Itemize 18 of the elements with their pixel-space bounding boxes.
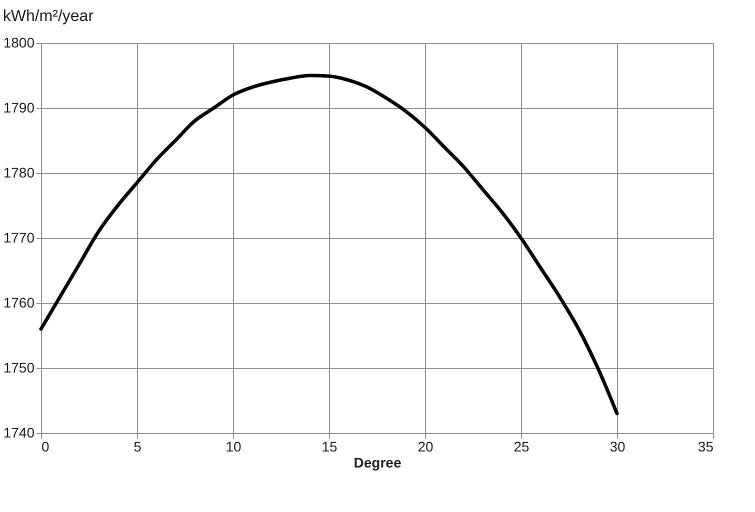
y-tick-label: 1740 bbox=[3, 424, 35, 440]
x-tick-label: 35 bbox=[698, 438, 714, 454]
x-tick-label: 20 bbox=[418, 438, 434, 454]
x-tick-label: 0 bbox=[42, 438, 50, 454]
x-tick-label: 25 bbox=[514, 438, 530, 454]
y-tick-label: 1770 bbox=[3, 230, 35, 246]
y-tick-label: 1780 bbox=[3, 164, 35, 180]
x-tick-label: 15 bbox=[322, 438, 338, 454]
x-tick-label: 10 bbox=[226, 438, 242, 454]
x-tick-label: 5 bbox=[134, 438, 142, 454]
x-tick-label: 30 bbox=[610, 438, 626, 454]
y-tick-label: 1750 bbox=[3, 360, 35, 376]
line-series bbox=[39, 74, 619, 416]
y-tick-label: 1800 bbox=[3, 34, 35, 50]
y-axis-title: kWh/m²/year bbox=[2, 8, 94, 25]
y-tick-label: 1790 bbox=[3, 100, 35, 116]
x-axis-title: Degree bbox=[354, 454, 402, 470]
y-tick-label: 1760 bbox=[3, 294, 35, 310]
